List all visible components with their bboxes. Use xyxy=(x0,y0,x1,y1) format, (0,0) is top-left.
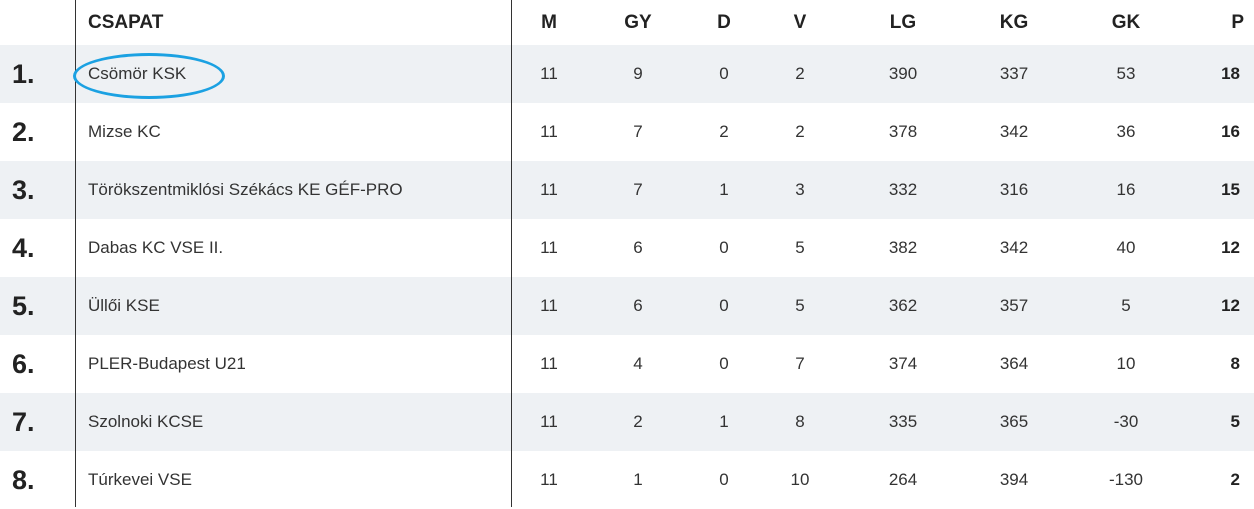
table-row[interactable]: 4. Dabas KC VSE II. 11 6 0 5 382 342 40 12 xyxy=(0,219,1254,277)
cell-v: 2 xyxy=(795,64,805,83)
cell-gk: 53 xyxy=(1116,64,1136,83)
team-name[interactable]: Dabas KC VSE II. xyxy=(88,238,224,257)
cell-v: 5 xyxy=(795,238,805,257)
cell-lg: 362 xyxy=(888,296,918,315)
highlight-circle xyxy=(73,53,225,99)
cell-lg: 378 xyxy=(888,122,918,141)
cell-kg: 365 xyxy=(999,412,1029,431)
header-m: M xyxy=(541,11,557,33)
cell-d: 0 xyxy=(719,354,729,373)
column-divider xyxy=(511,0,512,507)
cell-d: 0 xyxy=(719,238,729,257)
header-gy: GY xyxy=(624,11,652,33)
rank: 5. xyxy=(12,290,35,321)
cell-gk: 16 xyxy=(1116,180,1136,199)
cell-gk: -130 xyxy=(1108,470,1144,489)
cell-gy: 6 xyxy=(633,296,643,315)
cell-p: 16 xyxy=(1221,122,1240,141)
cell-v: 5 xyxy=(795,296,805,315)
cell-d: 2 xyxy=(719,122,729,141)
header-team: CSAPAT xyxy=(88,11,164,33)
cell-gy: 1 xyxy=(633,470,643,489)
cell-lg: 374 xyxy=(888,354,918,373)
table-row[interactable]: 5. Üllői KSE 11 6 0 5 362 357 5 12 xyxy=(0,277,1254,335)
cell-p: 15 xyxy=(1221,180,1240,199)
header-gk: GK xyxy=(1111,11,1141,33)
team-name[interactable]: Törökszentmiklósi Székács KE GÉF-PRO xyxy=(88,180,403,199)
cell-gy: 9 xyxy=(633,64,643,83)
column-divider xyxy=(75,0,76,507)
cell-lg: 390 xyxy=(888,64,918,83)
table-row[interactable]: 8. Túrkevei VSE 11 1 0 10 264 394 -130 2 xyxy=(0,451,1254,509)
cell-lg: 332 xyxy=(888,180,918,199)
cell-m: 11 xyxy=(540,470,558,489)
cell-gk: -30 xyxy=(1113,412,1139,431)
cell-p: 12 xyxy=(1221,238,1240,257)
cell-gk: 40 xyxy=(1116,238,1136,257)
rank: 6. xyxy=(12,348,35,379)
cell-d: 1 xyxy=(719,412,729,431)
header-lg: LG xyxy=(889,11,917,33)
cell-kg: 357 xyxy=(999,296,1029,315)
cell-gy: 2 xyxy=(633,412,643,431)
cell-d: 0 xyxy=(719,470,729,489)
team-name[interactable]: Szolnoki KCSE xyxy=(88,412,204,431)
cell-kg: 337 xyxy=(999,64,1029,83)
cell-m: 11 xyxy=(540,296,558,315)
cell-m: 11 xyxy=(540,412,558,431)
cell-kg: 394 xyxy=(999,470,1029,489)
header-p: P xyxy=(1231,11,1244,33)
header-kg: KG xyxy=(999,11,1029,33)
rank: 8. xyxy=(12,464,35,495)
cell-kg: 342 xyxy=(999,122,1029,141)
cell-gk: 10 xyxy=(1116,354,1136,373)
table-header: CSAPAT M GY D V LG KG GK P xyxy=(0,0,1254,45)
table-row[interactable]: 7. Szolnoki KCSE 11 2 1 8 335 365 -30 5 xyxy=(0,393,1254,451)
cell-gk: 36 xyxy=(1116,122,1136,141)
cell-gy: 7 xyxy=(633,122,643,141)
cell-v: 10 xyxy=(790,470,810,489)
table-row[interactable]: 6. PLER-Budapest U21 11 4 0 7 374 364 10 8 xyxy=(0,335,1254,393)
cell-kg: 316 xyxy=(999,180,1029,199)
team-name[interactable]: PLER-Budapest U21 xyxy=(88,354,246,373)
rank: 1. xyxy=(12,58,35,89)
cell-gy: 4 xyxy=(633,354,643,373)
team-name[interactable]: Mizse KC xyxy=(88,122,161,141)
cell-p: 2 xyxy=(1230,470,1240,489)
cell-kg: 364 xyxy=(999,354,1029,373)
team-name[interactable]: Túrkevei VSE xyxy=(88,470,192,489)
rank: 3. xyxy=(12,174,35,205)
cell-m: 11 xyxy=(540,180,558,199)
cell-d: 1 xyxy=(719,180,729,199)
cell-m: 11 xyxy=(540,122,558,141)
cell-v: 3 xyxy=(795,180,805,199)
cell-lg: 382 xyxy=(888,238,918,257)
cell-d: 0 xyxy=(719,296,729,315)
cell-m: 11 xyxy=(540,64,558,83)
cell-m: 11 xyxy=(540,238,558,257)
rank: 2. xyxy=(12,116,35,147)
cell-kg: 342 xyxy=(999,238,1029,257)
header-d: D xyxy=(717,11,731,33)
cell-v: 8 xyxy=(795,412,805,431)
cell-p: 8 xyxy=(1230,354,1240,373)
cell-v: 2 xyxy=(795,122,805,141)
cell-m: 11 xyxy=(540,354,558,373)
cell-lg: 335 xyxy=(888,412,918,431)
cell-v: 7 xyxy=(795,354,805,373)
rank: 4. xyxy=(12,232,35,263)
table-row[interactable]: 3. Törökszentmiklósi Székács KE GÉF-PRO 11… xyxy=(0,161,1254,219)
cell-p: 12 xyxy=(1221,296,1240,315)
cell-p: 5 xyxy=(1230,412,1240,431)
cell-p: 18 xyxy=(1221,64,1240,83)
team-name[interactable]: Üllői KSE xyxy=(88,296,160,315)
cell-d: 0 xyxy=(719,64,729,83)
cell-gy: 6 xyxy=(633,238,643,257)
table-row[interactable]: 2. Mizse KC 11 7 2 2 378 342 36 16 xyxy=(0,103,1254,161)
header-v: V xyxy=(793,11,807,33)
cell-gk: 5 xyxy=(1121,296,1131,315)
cell-lg: 264 xyxy=(888,470,918,489)
cell-gy: 7 xyxy=(633,180,643,199)
rank: 7. xyxy=(12,406,35,437)
